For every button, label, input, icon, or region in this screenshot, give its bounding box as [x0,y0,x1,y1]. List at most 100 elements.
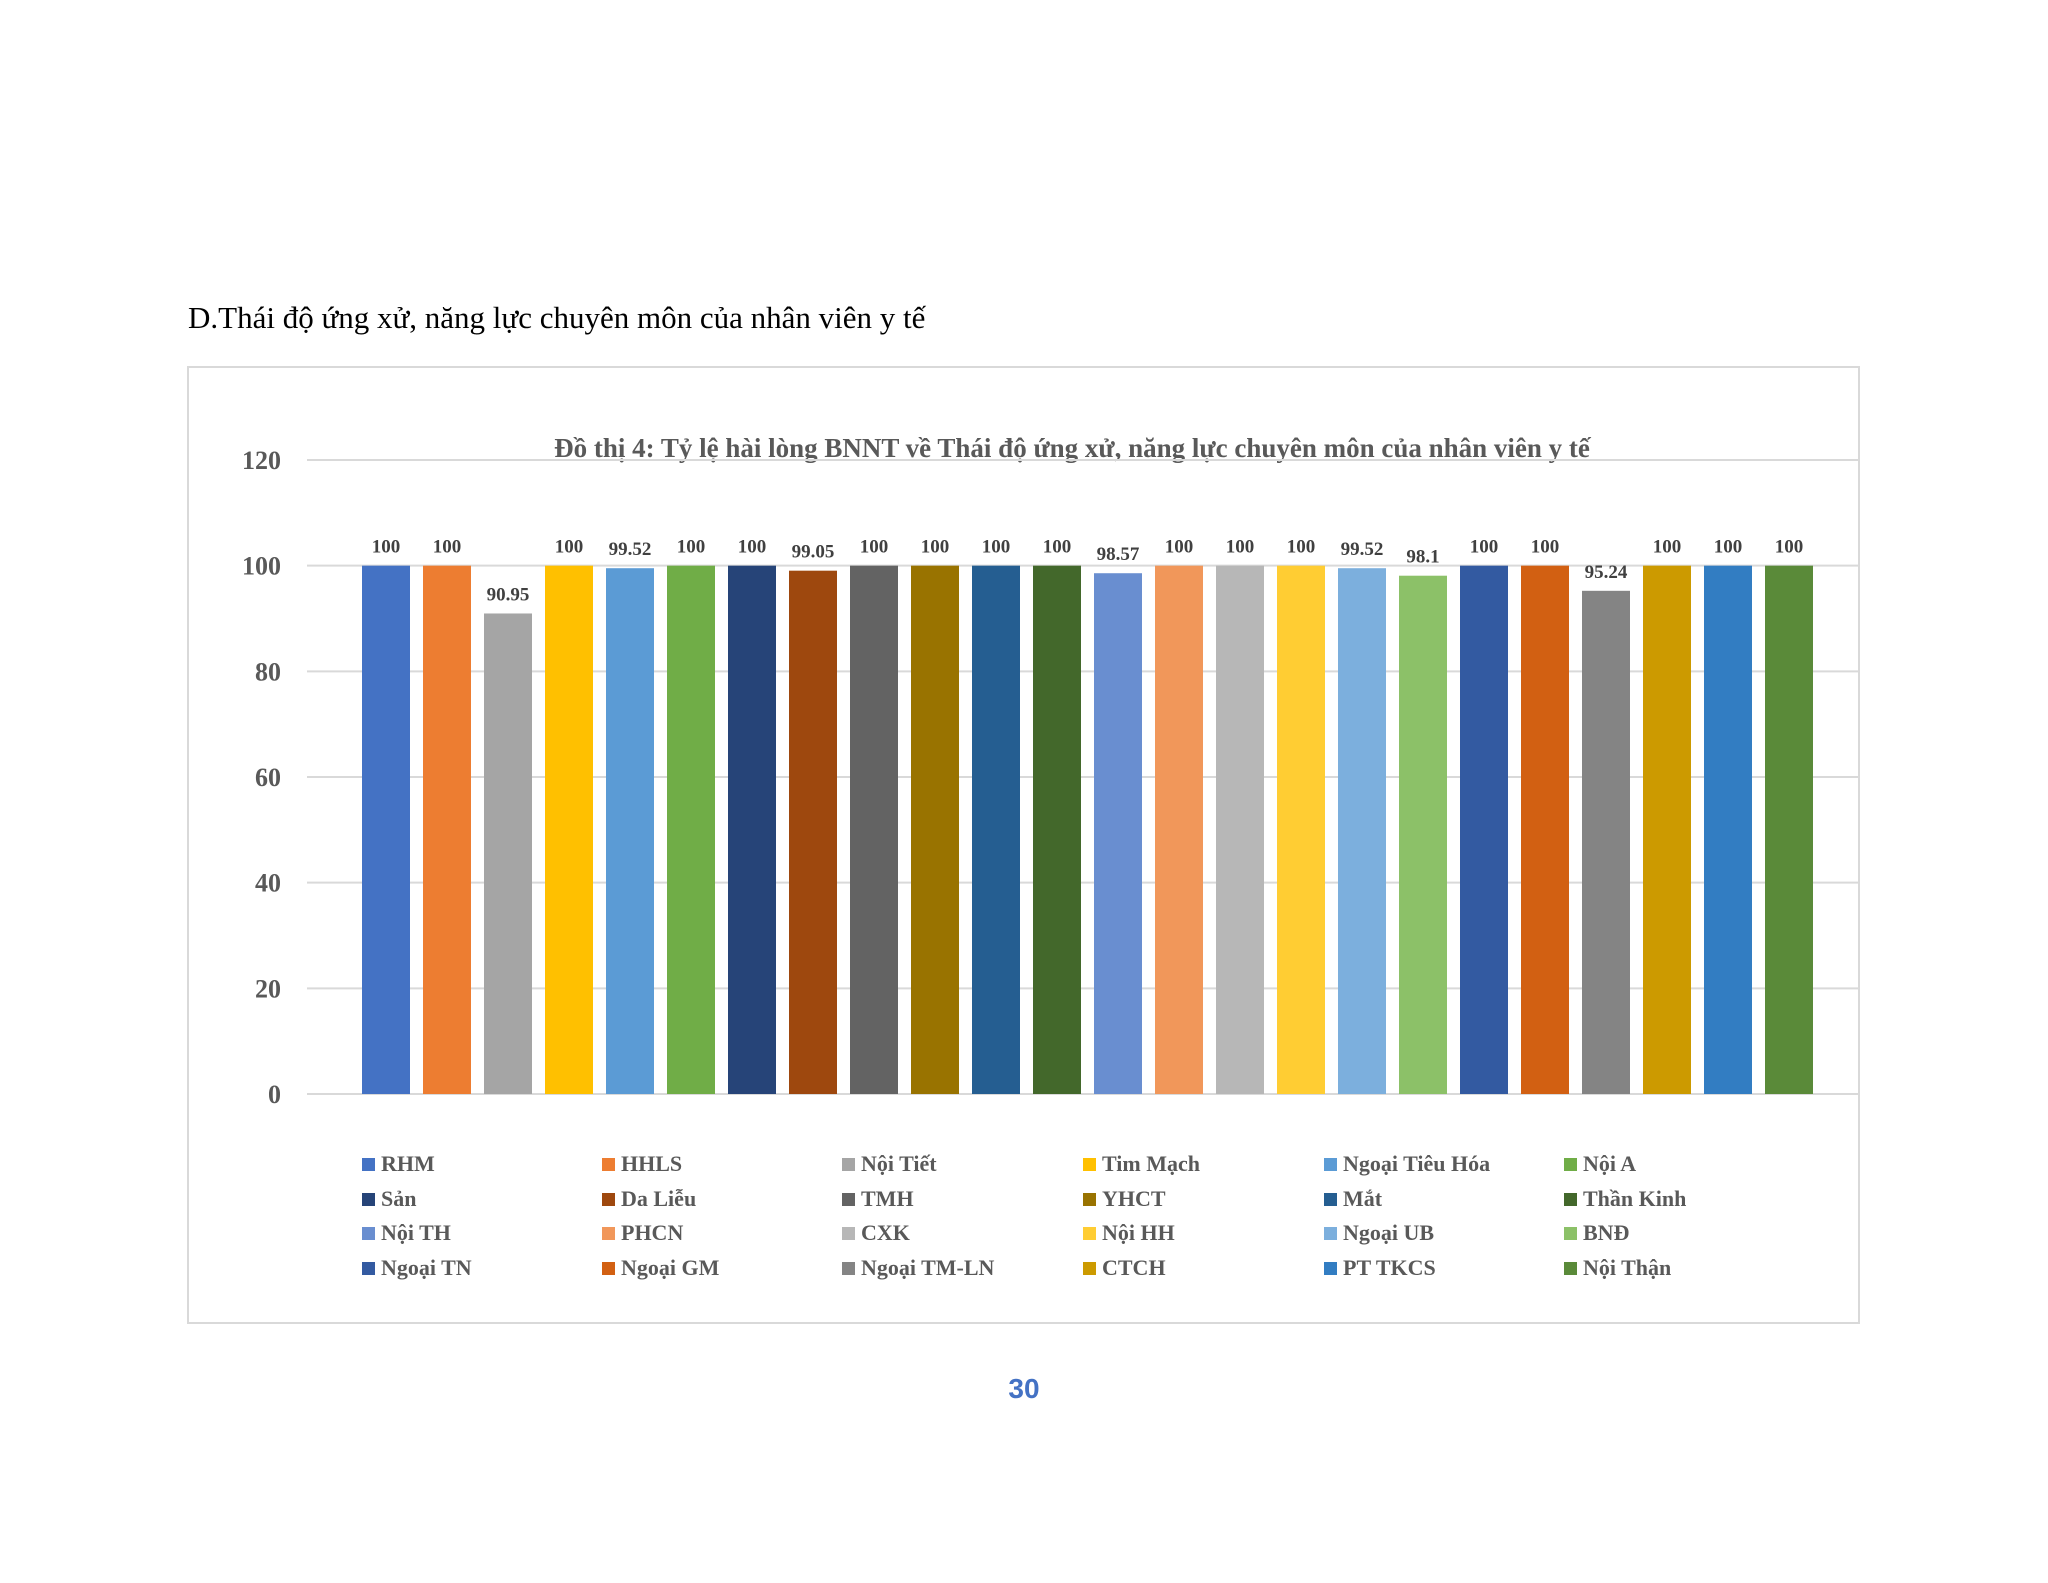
y-tick-label: 0 [268,1080,281,1109]
legend-label: CTCH [1102,1255,1166,1280]
data-label: 100 [372,537,401,558]
data-label: 100 [1653,537,1682,558]
legend-swatch [1564,1158,1577,1171]
legend-label: PT TKCS [1343,1255,1436,1280]
data-label: 98.1 [1406,547,1439,568]
legend-label: TMH [861,1186,914,1211]
legend-label: CXK [861,1220,910,1245]
data-label: 100 [982,537,1011,558]
legend-swatch [842,1227,855,1240]
y-tick-label: 80 [255,657,281,686]
bar [362,565,410,1094]
legend-label: BNĐ [1583,1220,1630,1245]
legend-swatch [1324,1193,1337,1206]
legend-swatch [1564,1193,1577,1206]
legend-label: Ngoại GM [621,1255,720,1280]
bar [1643,565,1691,1094]
bar [1582,590,1630,1094]
legend-label: Nội TH [381,1220,451,1245]
data-label: 99.05 [792,542,835,563]
bar [1033,565,1081,1094]
data-label: 98.57 [1097,544,1140,565]
data-label: 100 [1165,537,1194,558]
page-number: 30 [1008,1373,1040,1404]
legend: RHM HHLS Nội Tiết Tim Mạch Ngoại Tiêu Hóa Nội… [362,1151,1686,1280]
data-label: 100 [677,537,706,558]
y-tick-label: 120 [242,446,281,475]
bar [667,565,715,1094]
legend-swatch [1083,1158,1096,1171]
legend-swatch [602,1193,615,1206]
legend-label: Nội Thận [1583,1255,1671,1280]
bar [484,613,532,1094]
legend-swatch [362,1193,375,1206]
legend-swatch [602,1262,615,1275]
bar [911,565,959,1094]
legend-label: Nội A [1583,1151,1636,1176]
data-labels: 100 100 90.95 100 99.52 100 100 99.05 100 100 100 1… [372,537,1804,606]
y-tick-label: 60 [255,763,281,792]
data-label: 100 [1470,537,1499,558]
legend-swatch [1083,1227,1096,1240]
bar [1216,565,1264,1094]
legend-swatch [602,1227,615,1240]
legend-swatch [1083,1193,1096,1206]
bar [606,568,654,1094]
legend-swatch [1324,1158,1337,1171]
y-tick-label: 20 [255,974,281,1003]
bar [545,565,593,1094]
data-label: 100 [1226,537,1255,558]
data-label: 100 [1531,537,1560,558]
data-label: 100 [921,537,950,558]
legend-swatch [842,1158,855,1171]
y-tick-label: 100 [242,552,281,581]
legend-label: Tim Mạch [1102,1151,1200,1176]
bar [972,565,1020,1094]
legend-swatch [362,1262,375,1275]
bar [728,565,776,1094]
bars [362,565,1813,1094]
legend-label: Nội HH [1102,1220,1175,1245]
bar [1460,565,1508,1094]
bar [1094,573,1142,1094]
data-label: 99.52 [1341,539,1384,560]
bar [850,565,898,1094]
legend-label: Sản [381,1186,416,1211]
legend-label: Nội Tiết [861,1151,937,1176]
legend-swatch [842,1262,855,1275]
legend-label: Ngoại UB [1343,1220,1434,1245]
legend-label: HHLS [621,1151,682,1176]
data-label: 100 [1775,537,1804,558]
data-label: 99.52 [609,539,652,560]
legend-swatch [1324,1227,1337,1240]
bar [1338,568,1386,1094]
data-label: 100 [738,537,767,558]
data-label: 100 [433,537,462,558]
legend-swatch [602,1158,615,1171]
bar [1399,575,1447,1094]
data-label: 100 [1287,537,1316,558]
y-axis-ticks: 0 20 40 60 80 100 120 [242,446,281,1109]
legend-label: Ngoại TM-LN [861,1255,995,1280]
chart-frame: Đồ thị 4: Tỷ lệ hài lòng BNNT về Thái độ… [187,366,1860,1324]
legend-swatch [362,1227,375,1240]
data-label: 90.95 [487,584,530,605]
data-label: 100 [1043,537,1072,558]
bar [1277,565,1325,1094]
bar [789,570,837,1094]
bar [1521,565,1569,1094]
legend-swatch [1324,1262,1337,1275]
legend-label: Ngoại Tiêu Hóa [1343,1151,1490,1176]
data-label: 100 [555,537,584,558]
bar-chart: Đồ thị 4: Tỷ lệ hài lòng BNNT về Thái độ… [242,433,1860,1280]
legend-swatch [362,1158,375,1171]
y-tick-label: 40 [255,869,281,898]
chart-title: Đồ thị 4: Tỷ lệ hài lòng BNNT về Thái độ… [554,433,1592,463]
legend-swatch [1083,1262,1096,1275]
legend-label: PHCN [621,1220,683,1245]
legend-label: Da Liễu [621,1186,696,1211]
legend-swatch [1564,1262,1577,1275]
legend-label: YHCT [1102,1186,1166,1211]
bar [423,565,471,1094]
bar [1704,565,1752,1094]
